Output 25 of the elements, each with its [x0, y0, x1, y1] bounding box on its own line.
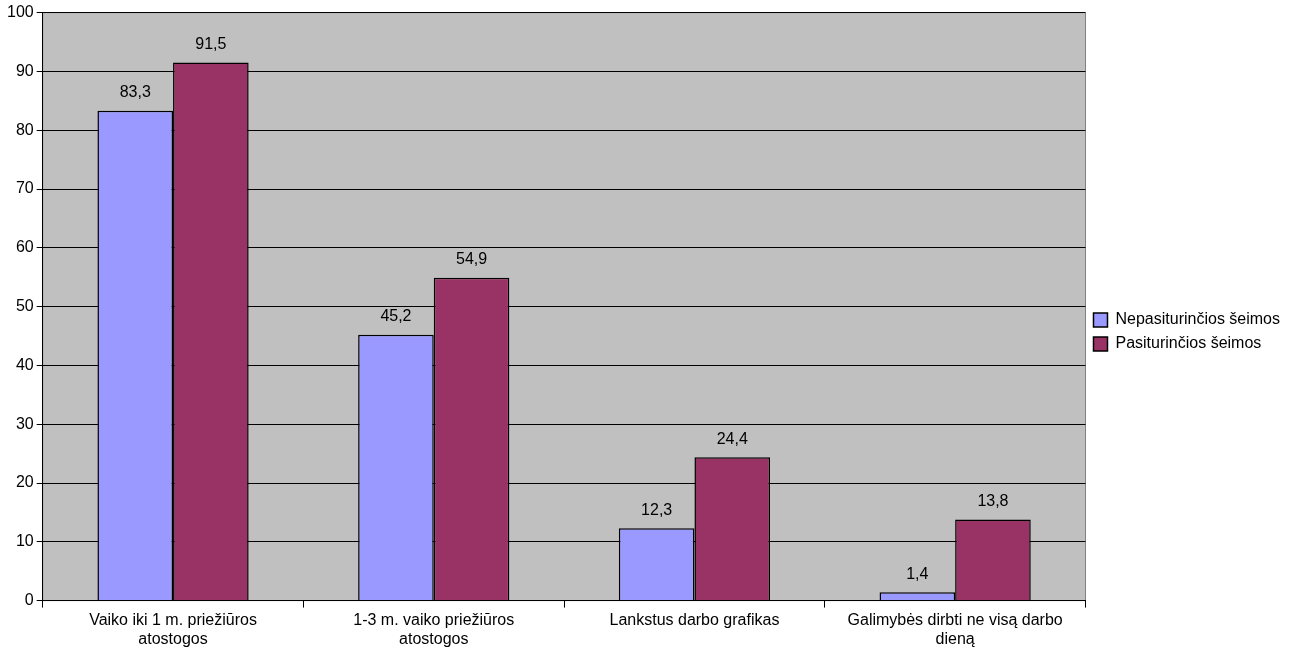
x-tick-label: Galimybės dirbti ne visą darbo dieną	[847, 610, 1063, 647]
legend-label: Nepasiturinčios šeimos	[1115, 310, 1281, 328]
data-label: 45,2	[380, 307, 412, 325]
x-tick-label: Vaiko iki 1 m. priežiūros atostogos	[89, 610, 257, 647]
data-label: 91,5	[195, 34, 227, 52]
data-label: 1,4	[906, 564, 929, 582]
y-tick-label: 10	[15, 532, 34, 550]
y-tick-label: 70	[15, 179, 34, 197]
y-tick-label: 100	[6, 3, 34, 21]
y-tick-label: 30	[15, 414, 34, 432]
y-tick-label: 90	[15, 61, 34, 79]
y-tick-label: 50	[15, 297, 34, 315]
data-label: 13,8	[977, 491, 1009, 509]
y-tick-label: 60	[15, 238, 34, 256]
x-tick-label: Lankstus darbo grafikas	[609, 610, 780, 628]
data-label: 83,3	[119, 83, 151, 101]
y-tick-label: 40	[15, 355, 34, 373]
legend-label: Pasiturinčios šeimos	[1115, 334, 1262, 352]
data-label: 12,3	[641, 500, 673, 518]
y-tick-label: 80	[15, 120, 34, 138]
data-label: 24,4	[716, 429, 748, 447]
data-label: 54,9	[455, 250, 488, 268]
x-tick-label: 1-3 m. vaiko priežiūros atostogos	[353, 610, 515, 647]
y-tick-label: 20	[15, 473, 34, 491]
y-tick-label: 0	[24, 591, 34, 609]
